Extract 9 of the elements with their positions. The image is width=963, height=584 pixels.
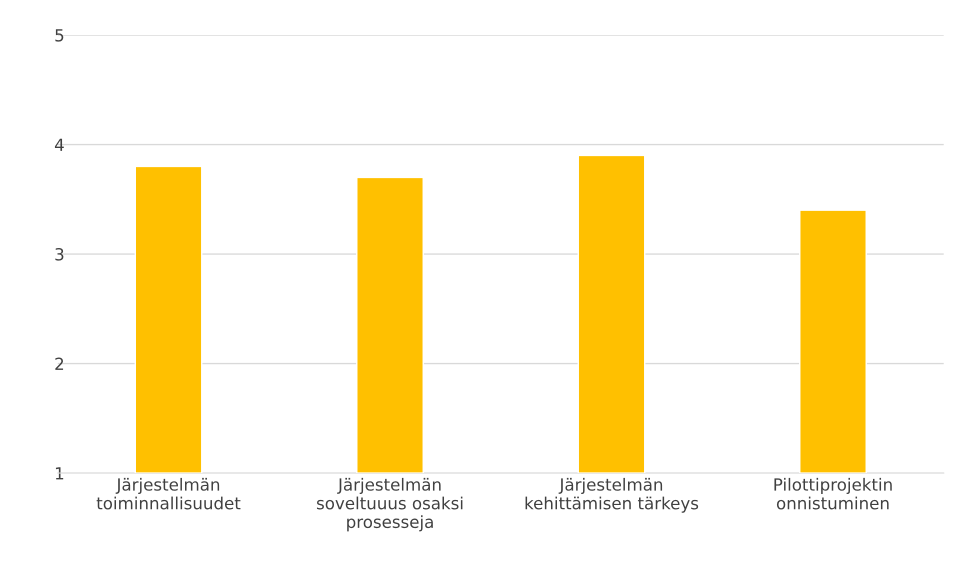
x-tick-label: Järjestelmän kehittämisen tärkeys: [526, 478, 698, 513]
x-tick-label: Pilottiprojektin onnistuminen: [774, 478, 892, 510]
y-tick-label: 1: [56, 467, 64, 480]
x-tick-label: Järjestelmän soveltuuus osaksi prosesseja: [316, 478, 462, 532]
y-tick-label: 2: [55, 358, 64, 370]
x-tick-label: Järjestelmän toiminnallisuudet: [96, 478, 240, 510]
y-tick-label: 4: [54, 138, 64, 151]
y-tick-label: 5: [55, 29, 64, 42]
y-tick-label: 3: [55, 248, 64, 261]
